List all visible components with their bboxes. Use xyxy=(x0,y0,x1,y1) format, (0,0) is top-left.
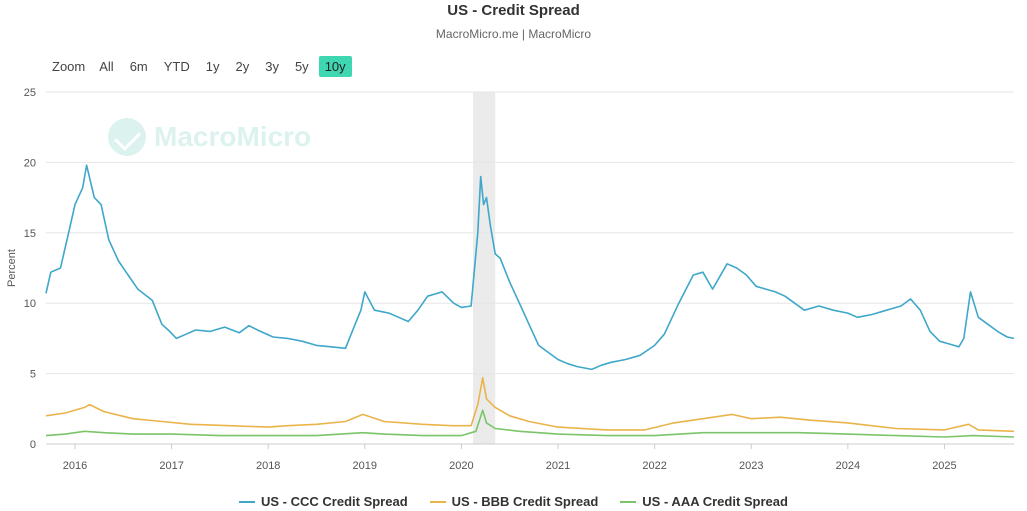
zoom-button-2y[interactable]: 2y xyxy=(235,59,250,74)
y-axis-title: Percent xyxy=(6,249,18,287)
zoom-button-5y[interactable]: 5y xyxy=(294,59,309,74)
legend-item-aaa[interactable]: US - AAA Credit Spread xyxy=(620,494,788,509)
x-tick-label: 2020 xyxy=(449,460,473,472)
x-tick-label: 2025 xyxy=(932,460,956,472)
zoom-button-all[interactable]: All xyxy=(99,59,114,74)
x-tick-label: 2019 xyxy=(353,460,377,472)
series-line-aaa[interactable] xyxy=(45,409,1015,438)
y-tick-label: 15 xyxy=(24,228,36,240)
shaded-region xyxy=(473,92,496,444)
y-tick-label: 5 xyxy=(30,369,36,381)
legend-label-aaa: US - AAA Credit Spread xyxy=(642,494,788,509)
y-tick-label: 20 xyxy=(24,157,36,169)
y-tick-label: 10 xyxy=(24,298,36,310)
watermark-text: MacroMicro xyxy=(154,121,312,152)
x-tick-label: 2016 xyxy=(63,460,87,472)
zoom-button-3y[interactable]: 3y xyxy=(265,59,279,74)
series-line-ccc[interactable] xyxy=(45,164,1015,371)
y-tick-label: 0 xyxy=(30,439,36,451)
series-line-bbb[interactable] xyxy=(45,376,1015,433)
chart-title: US - Credit Spread xyxy=(447,2,580,19)
chart-subtitle: MacroMicro.me | MacroMicro xyxy=(435,27,592,41)
x-tick-label: 2017 xyxy=(159,460,183,472)
zoom-button-10y[interactable]: 10y xyxy=(318,56,352,77)
legend-swatch-ccc xyxy=(239,500,256,503)
zoom-button-1y[interactable]: 1y xyxy=(205,59,220,74)
series-lines xyxy=(45,164,1015,438)
legend: US - CCC Credit Spread US - BBB Credit S… xyxy=(0,494,1027,509)
grid-lines xyxy=(46,91,1014,445)
legend-swatch-bbb xyxy=(429,500,446,503)
x-axis: 2016 2017 2018 2019 2020 2021 2022 2023 2024 2025 xyxy=(63,444,957,472)
x-tick-label: 2022 xyxy=(642,460,666,472)
y-axis: 0 5 10 15 20 25 xyxy=(24,87,36,451)
x-tick-label: 2024 xyxy=(836,460,860,472)
plot-area xyxy=(473,92,496,444)
x-tick-label: 2018 xyxy=(256,460,280,472)
y-tick-label: 25 xyxy=(24,87,36,99)
watermark: MacroMicro xyxy=(108,118,311,156)
x-tick-label: 2021 xyxy=(546,460,570,472)
legend-label-bbb: US - BBB Credit Spread xyxy=(451,494,599,509)
zoom-button-6m[interactable]: 6m xyxy=(129,59,148,74)
legend-item-bbb[interactable]: US - BBB Credit Spread xyxy=(429,494,599,509)
zoom-button-ytd[interactable]: YTD xyxy=(163,59,190,74)
zoom-toolbar: Zoom All 6m YTD 1y 2y 3y 5y 10y xyxy=(46,56,356,77)
x-tick-label: 2023 xyxy=(739,460,763,472)
zoom-label: Zoom xyxy=(52,59,86,74)
legend-swatch-aaa xyxy=(620,500,637,503)
legend-item-ccc[interactable]: US - CCC Credit Spread xyxy=(239,494,408,509)
macromicro-logo-icon xyxy=(108,118,146,156)
legend-label-ccc: US - CCC Credit Spread xyxy=(261,494,408,509)
